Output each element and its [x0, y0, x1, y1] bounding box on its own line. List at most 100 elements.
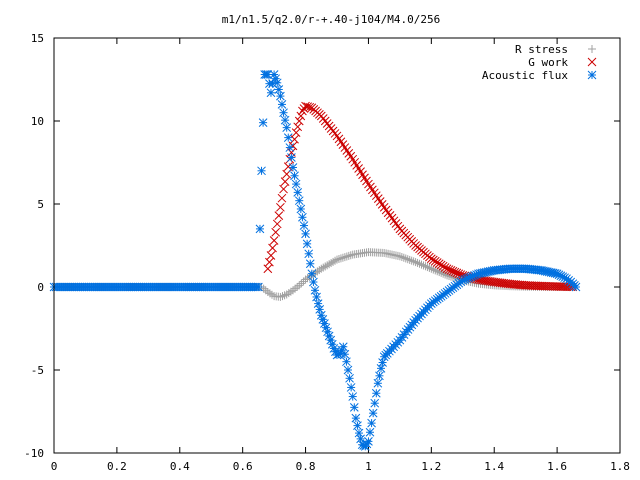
data-point [265, 257, 274, 267]
data-point [344, 149, 354, 158]
data-point [432, 258, 442, 267]
legend-marker [587, 57, 597, 67]
data-point [343, 365, 353, 375]
data-point [377, 200, 387, 209]
data-point [344, 251, 353, 260]
data-point [387, 213, 397, 223]
data-point [254, 282, 263, 292]
data-point [419, 261, 428, 270]
data-point [376, 363, 386, 373]
data-point [349, 402, 359, 412]
data-point [293, 188, 303, 197]
data-point [353, 421, 362, 430]
x-tick-label: 0.4 [170, 460, 190, 473]
data-point [429, 265, 438, 274]
data-point [272, 219, 282, 229]
data-point [271, 227, 281, 237]
data-point [297, 279, 306, 288]
x-tick-label: 1.6 [547, 460, 567, 473]
data-point [295, 281, 304, 290]
legend-label: G work [528, 56, 568, 69]
data-point [340, 143, 350, 152]
data-point [371, 388, 381, 398]
data-point [346, 151, 356, 161]
data-point [261, 286, 270, 295]
x-tick-label: 0.2 [107, 460, 127, 473]
data-point [397, 253, 406, 262]
data-point [290, 171, 299, 181]
data-point [340, 349, 350, 359]
data-point [301, 229, 310, 239]
data-point [296, 111, 306, 121]
legend-marker [588, 45, 596, 53]
data-point [373, 194, 383, 203]
data-point [265, 289, 274, 298]
y-tick-label: -10 [24, 447, 44, 460]
data-point [427, 264, 436, 273]
data-point [263, 264, 273, 274]
x-tick-label: 0.8 [296, 460, 316, 473]
data-point [395, 252, 404, 261]
data-point [375, 371, 384, 381]
data-point [378, 358, 387, 367]
data-point [323, 261, 332, 270]
data-point [332, 131, 342, 141]
data-point [389, 216, 399, 226]
data-point [277, 193, 287, 203]
data-point [313, 299, 323, 308]
y-tick-label: 15 [31, 32, 44, 45]
data-point [269, 70, 279, 79]
legend-label: R stress [515, 43, 568, 56]
data-point [287, 153, 296, 162]
data-point [293, 283, 302, 291]
data-point [280, 115, 290, 125]
data-point [391, 219, 401, 228]
data-point [304, 249, 314, 259]
data-point [288, 163, 298, 172]
data-point [346, 251, 355, 260]
plot-frame [53, 37, 621, 454]
data-point [294, 116, 304, 126]
data-point [258, 118, 268, 128]
data-point [334, 254, 343, 263]
data-point [342, 357, 351, 367]
data-point [338, 140, 348, 150]
data-point [441, 270, 450, 279]
chart-title: m1/n1.5/q2.0/r-+.40-j104/M4.0/256 [222, 13, 441, 26]
data-point [333, 255, 341, 264]
data-point [288, 286, 297, 295]
data-point [277, 100, 287, 109]
tick-labels: 0 0.2 0.4 0.6 0.8 1 1.2 1.4 1.6 1.8 -10 -5 0 5 10 15 [24, 32, 630, 473]
data-point [369, 188, 379, 198]
data-point [435, 268, 444, 277]
data-point [373, 378, 383, 388]
data-point [415, 259, 424, 268]
data-point [439, 269, 448, 278]
data-point [405, 255, 414, 264]
data-point [423, 263, 432, 272]
data-point [284, 289, 293, 298]
data-point [345, 373, 354, 383]
data-point [336, 254, 345, 263]
data-point [342, 146, 352, 155]
data-point [268, 243, 277, 253]
y-tick-label: 10 [31, 115, 44, 128]
data-point [381, 205, 391, 215]
data-point [571, 282, 581, 292]
data-point [385, 211, 395, 220]
data-point [354, 428, 364, 438]
data-point [407, 256, 416, 265]
data-point [409, 257, 418, 266]
data-point [364, 437, 373, 446]
series-g-work [263, 101, 578, 292]
data-point [272, 78, 282, 88]
data-point [282, 123, 292, 132]
series-acoustic-flux [49, 70, 581, 451]
data-point [305, 102, 315, 112]
y-tick-label: 5 [37, 198, 44, 211]
x-tick-label: 1.4 [484, 460, 504, 473]
data-point [362, 439, 372, 449]
data-point [276, 292, 285, 301]
data-point [294, 196, 304, 206]
data-points [49, 70, 581, 451]
